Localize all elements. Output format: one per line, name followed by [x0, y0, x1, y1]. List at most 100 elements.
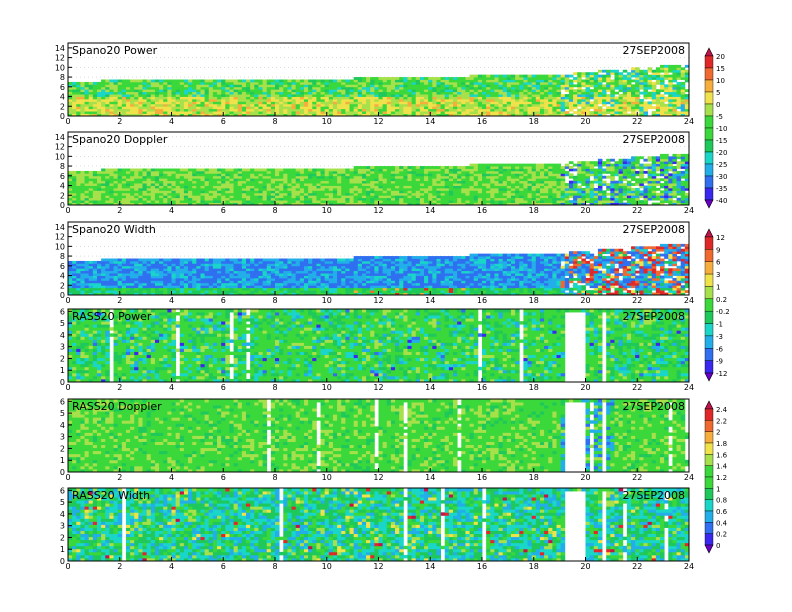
heatmap-cell — [527, 166, 533, 169]
heatmap-cell — [424, 168, 429, 172]
heatmap-cell — [622, 168, 628, 172]
heatmap-cell — [105, 111, 110, 114]
heatmap-cell — [229, 195, 234, 199]
heatmap-cell — [68, 170, 73, 174]
heatmap-cell — [308, 89, 313, 93]
heatmap-cell — [399, 197, 404, 201]
heatmap-cell — [109, 94, 114, 97]
heatmap-cell — [668, 163, 673, 167]
heatmap-cell — [655, 89, 661, 93]
heatmap-cell — [68, 292, 73, 296]
heatmap-cell — [246, 106, 251, 110]
heatmap-cell — [121, 200, 127, 203]
heatmap-cell — [631, 67, 636, 71]
heatmap-cell — [312, 178, 317, 182]
heatmap-cell — [134, 190, 139, 194]
heatmap-cell — [237, 195, 243, 199]
heatmap-cell — [287, 195, 292, 199]
heatmap-cell — [668, 103, 673, 107]
heatmap-cell — [175, 202, 181, 206]
heatmap-cell — [664, 178, 669, 182]
heatmap-cell — [382, 103, 388, 107]
heatmap-cell — [229, 84, 234, 88]
heatmap-cell — [469, 86, 475, 90]
heatmap-cell — [664, 166, 669, 169]
heatmap-cell — [544, 74, 549, 78]
heatmap-cell — [80, 185, 85, 189]
heatmap-cell — [378, 180, 384, 184]
heatmap-cell — [163, 84, 168, 88]
heatmap-cell — [204, 96, 210, 100]
heatmap-cell — [121, 81, 127, 85]
heatmap-cell — [241, 81, 247, 85]
heatmap-cell — [473, 101, 479, 105]
heatmap-cell — [76, 96, 81, 100]
heatmap-cell — [138, 79, 143, 83]
heatmap-cell — [419, 180, 425, 184]
heatmap-cell — [643, 187, 648, 191]
heatmap-cell — [192, 79, 197, 83]
heatmap-cell — [419, 187, 425, 191]
heatmap-cell — [651, 185, 657, 189]
heatmap-cell — [606, 111, 611, 114]
heatmap-cell — [200, 190, 206, 194]
heatmap-cell — [316, 197, 321, 201]
heatmap-cell — [651, 170, 657, 174]
heatmap-cell — [101, 89, 106, 93]
heatmap-cell — [573, 168, 578, 172]
heatmap-cell — [461, 200, 466, 203]
x-tick-label: 6 — [221, 117, 226, 126]
heatmap-cell — [241, 195, 247, 199]
heatmap-cell — [72, 180, 77, 184]
heatmap-cell — [72, 260, 77, 264]
heatmap-cell — [515, 170, 520, 174]
heatmap-cell — [494, 202, 499, 206]
heatmap-cell — [552, 173, 557, 177]
heatmap-cell — [163, 180, 168, 184]
heatmap-cell — [626, 158, 632, 162]
heatmap-cell — [366, 197, 371, 201]
heatmap-cell — [626, 108, 632, 112]
heatmap-cell — [262, 113, 268, 117]
heatmap-cell — [246, 91, 251, 95]
heatmap-cell — [337, 170, 342, 174]
heatmap-cell — [295, 94, 301, 97]
heatmap-cell — [660, 195, 665, 199]
heatmap-cell — [270, 197, 276, 201]
heatmap-cell — [631, 161, 636, 165]
heatmap-cell — [324, 168, 330, 172]
heatmap-cell — [295, 190, 301, 194]
heatmap-cell — [556, 185, 562, 189]
heatmap-cell — [486, 163, 491, 167]
heatmap-cell — [647, 185, 653, 189]
heatmap-cell — [88, 263, 94, 267]
heatmap-cell — [465, 192, 470, 196]
heatmap-cell — [614, 79, 620, 83]
heatmap-cell — [283, 111, 288, 114]
heatmap-cell — [664, 89, 669, 93]
heatmap-cell — [283, 86, 288, 90]
heatmap-cell — [432, 91, 437, 95]
heatmap-cell — [597, 200, 603, 203]
heatmap-cell — [171, 183, 177, 186]
heatmap-cell — [386, 96, 392, 100]
heatmap-cell — [490, 74, 495, 78]
heatmap-cell — [200, 89, 206, 93]
heatmap-cell — [651, 183, 657, 186]
heatmap-cell — [175, 180, 181, 184]
heatmap-cell — [80, 187, 85, 191]
heatmap-cell — [597, 170, 603, 174]
heatmap-cell — [407, 178, 413, 182]
heatmap-cell — [436, 195, 441, 199]
heatmap-cell — [134, 180, 139, 184]
heatmap-cell — [217, 200, 222, 203]
heatmap-cell — [378, 91, 384, 95]
heatmap-cell — [287, 84, 292, 88]
heatmap-cell — [448, 103, 454, 107]
heatmap-cell — [643, 190, 648, 194]
heatmap-cell — [88, 91, 94, 95]
heatmap-cell — [382, 187, 388, 191]
heatmap-cell — [337, 91, 342, 95]
heatmap-cell — [167, 195, 172, 199]
heatmap-cell — [192, 113, 197, 117]
